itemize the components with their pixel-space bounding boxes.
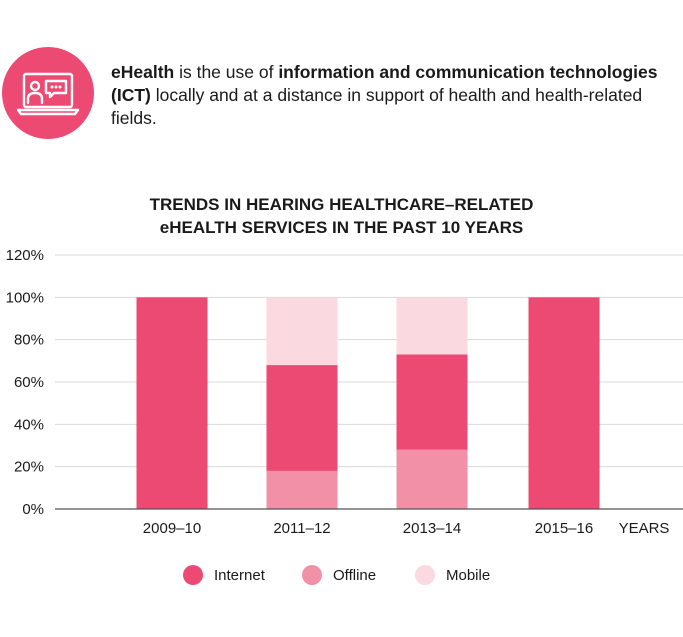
computer-user-chat-icon (2, 47, 94, 139)
intro-paragraph: eHealth is the use of information and co… (111, 61, 671, 130)
legend-label-internet: Internet (214, 566, 265, 584)
legend-item-offline: Offline (302, 563, 376, 587)
x-tick-label: 2011–12 (273, 520, 330, 537)
bar-segment-offline (396, 449, 468, 509)
chart-title: TRENDS IN HEARING HEALTHCARE–RELATED eHE… (0, 193, 683, 239)
x-tick-label: 2015–16 (535, 520, 593, 537)
chart-title-line-1: TRENDS IN HEARING HEALTHCARE–RELATED (149, 195, 534, 214)
bar-segment-mobile (396, 297, 468, 355)
y-tick-label: 20% (14, 459, 44, 476)
x-axis-label: YEARS (619, 520, 670, 537)
y-tick-label: 120% (6, 247, 44, 264)
legend-item-mobile: Mobile (415, 563, 490, 587)
y-tick-label: 100% (6, 289, 44, 306)
y-tick-label: 40% (14, 416, 44, 433)
legend-label-mobile: Mobile (446, 566, 491, 584)
y-tick-label: 80% (14, 332, 44, 349)
intro-bold-phrase: information and communication technologi… (111, 62, 658, 105)
legend-swatch-offline (302, 565, 322, 585)
legend-swatch-internet (183, 565, 203, 585)
y-tick-label: 60% (14, 374, 44, 391)
legend-label-offline: Offline (333, 566, 377, 584)
intro-text-1: is the use of (174, 62, 279, 82)
x-tick-label: 2009–10 (143, 520, 201, 537)
header: eHealth is the use of information and co… (0, 0, 683, 150)
chart-legend: Internet Offline Mobile (0, 563, 683, 587)
bar-segment-offline (266, 470, 338, 509)
chart-title-line-2: eHEALTH SERVICES IN THE PAST 10 YEARS (159, 218, 524, 237)
intro-term: eHealth (111, 62, 175, 82)
intro-text-2: locally and at a distance in support of … (111, 85, 643, 128)
bar-segment-internet (396, 354, 468, 450)
bar-segment-internet (136, 297, 208, 509)
legend-swatch-mobile (415, 565, 435, 585)
x-tick-label: 2013–14 (403, 520, 461, 537)
bar-segment-internet (528, 297, 600, 509)
bar-segment-mobile (266, 297, 338, 366)
y-tick-label: 0% (22, 501, 44, 518)
bar-segment-internet (266, 365, 338, 471)
legend-item-internet: Internet (183, 563, 265, 587)
